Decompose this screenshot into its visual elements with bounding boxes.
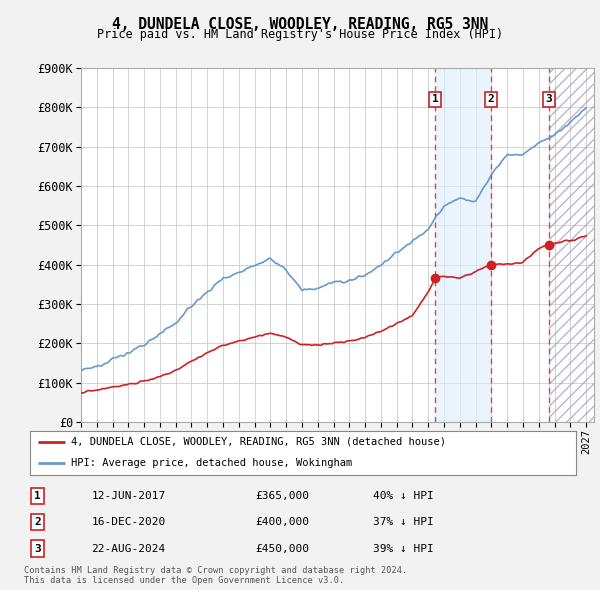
Text: £365,000: £365,000 <box>255 491 309 501</box>
Bar <box>549 68 600 422</box>
Text: 1: 1 <box>34 491 41 501</box>
Text: 4, DUNDELA CLOSE, WOODLEY, READING, RG5 3NN (detached house): 4, DUNDELA CLOSE, WOODLEY, READING, RG5 … <box>71 437 446 447</box>
Text: 2: 2 <box>34 517 41 527</box>
Text: 16-DEC-2020: 16-DEC-2020 <box>91 517 166 527</box>
Text: 3: 3 <box>34 543 41 553</box>
Text: 3: 3 <box>545 94 552 104</box>
Bar <box>435 68 491 422</box>
Text: 37% ↓ HPI: 37% ↓ HPI <box>373 517 434 527</box>
Text: 39% ↓ HPI: 39% ↓ HPI <box>373 543 434 553</box>
Text: 1: 1 <box>432 94 439 104</box>
Text: 12-JUN-2017: 12-JUN-2017 <box>91 491 166 501</box>
Text: HPI: Average price, detached house, Wokingham: HPI: Average price, detached house, Woki… <box>71 458 352 468</box>
Text: £450,000: £450,000 <box>255 543 309 553</box>
Text: 22-AUG-2024: 22-AUG-2024 <box>91 543 166 553</box>
Text: Contains HM Land Registry data © Crown copyright and database right 2024.
This d: Contains HM Land Registry data © Crown c… <box>24 566 407 585</box>
Text: 40% ↓ HPI: 40% ↓ HPI <box>373 491 434 501</box>
Text: £400,000: £400,000 <box>255 517 309 527</box>
Text: 4, DUNDELA CLOSE, WOODLEY, READING, RG5 3NN: 4, DUNDELA CLOSE, WOODLEY, READING, RG5 … <box>112 17 488 31</box>
Text: Price paid vs. HM Land Registry's House Price Index (HPI): Price paid vs. HM Land Registry's House … <box>97 28 503 41</box>
Text: 2: 2 <box>487 94 494 104</box>
